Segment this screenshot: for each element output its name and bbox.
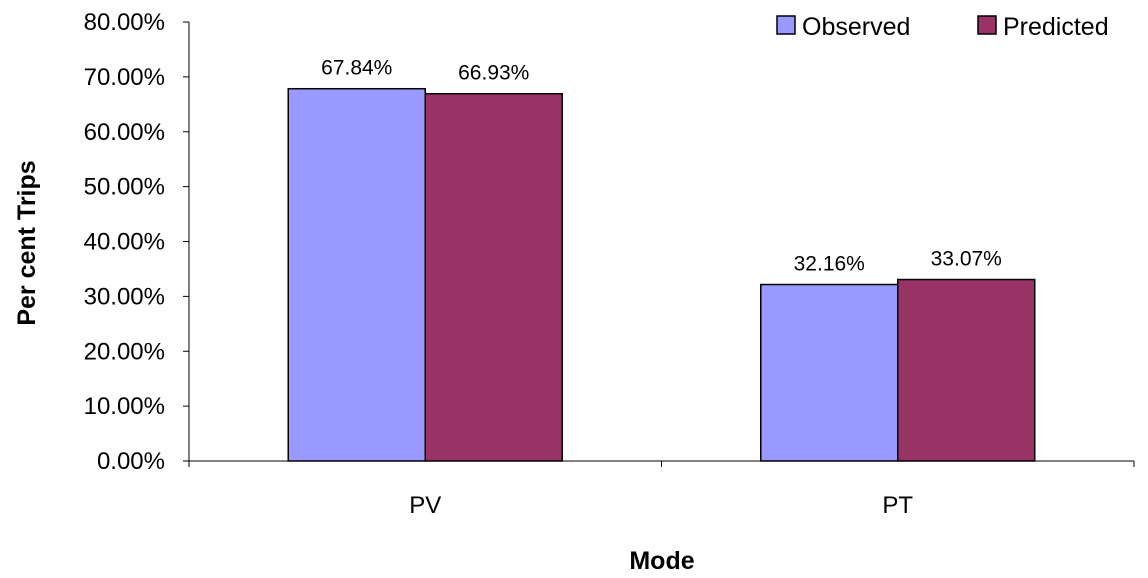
y-tick-label: 0.00% [97,448,165,475]
data-label: 32.16% [794,253,865,276]
bar-predicted-pt [897,278,1036,462]
legend-label-predicted: Predicted [1003,13,1109,41]
y-tick-label: 20.00% [84,338,165,365]
data-label: 66.93% [458,62,529,85]
y-tick-label: 10.00% [84,393,165,420]
legend: Observed Predicted [776,13,1109,41]
bar-predicted-pv [424,92,563,462]
y-tick-label: 60.00% [84,119,165,146]
x-category-label: PT [882,492,913,519]
x-axis-title: Mode [629,547,694,575]
data-label: 67.84% [321,57,392,80]
legend-label-observed: Observed [802,13,910,41]
y-tick-label: 40.00% [84,229,165,256]
data-label: 33.07% [931,248,1002,271]
bar-observed-pt [760,283,899,462]
x-category-label: PV [409,492,441,519]
y-tick-label: 70.00% [84,64,165,91]
y-axis: 0.00% 10.00% 20.00% 30.00% 40.00% 50.00% 60.00… [84,9,190,475]
data-labels: 67.84% 66.93% 32.16% 33.07% [321,57,1002,276]
y-axis-title: Per cent Trips [13,160,41,325]
bar-observed-pv [287,87,426,462]
y-tick-label: 50.00% [84,174,165,201]
legend-swatch-observed [776,15,796,35]
x-axis: PV PT [188,460,1135,519]
y-tick-label: 80.00% [84,9,165,36]
bars [287,87,1036,462]
legend-swatch-predicted [977,15,997,35]
y-tick-label: 30.00% [84,283,165,310]
